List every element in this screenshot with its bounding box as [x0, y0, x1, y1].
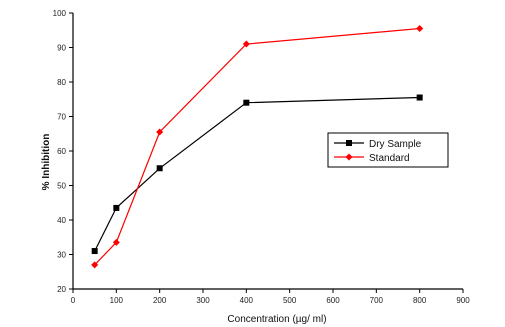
- x-tick-label: 0: [71, 296, 76, 305]
- data-point: [156, 128, 164, 136]
- y-tick-label: 80: [57, 78, 66, 87]
- data-point: [113, 204, 120, 211]
- data-point: [243, 99, 250, 106]
- legend-box: [327, 132, 449, 168]
- data-point: [112, 238, 120, 246]
- x-tick-label: 300: [196, 296, 210, 305]
- x-tick-label: 500: [283, 296, 297, 305]
- x-tick-label: 100: [110, 296, 124, 305]
- x-tick-label: 600: [326, 296, 340, 305]
- data-point: [416, 25, 424, 33]
- y-axis-title: % Inhibition: [41, 134, 52, 191]
- legend-dry-sample-label: Dry Sample: [369, 139, 422, 150]
- y-tick-label: 90: [57, 44, 66, 53]
- legend-standard-marker: [345, 153, 353, 161]
- y-tick-label: 100: [53, 9, 67, 18]
- x-tick-label: 400: [240, 296, 254, 305]
- data-point: [242, 40, 250, 48]
- data-point: [91, 248, 98, 255]
- y-tick-label: 20: [57, 285, 66, 294]
- x-tick-label: 900: [456, 296, 470, 305]
- data-point: [91, 261, 99, 269]
- x-tick-label: 700: [370, 296, 384, 305]
- data-point: [156, 165, 163, 172]
- legend-standard-label: Standard: [369, 153, 410, 164]
- y-tick-label: 70: [57, 113, 66, 122]
- y-tick-label: 30: [57, 251, 66, 260]
- x-axis-title: Concentration (µg/ ml): [227, 314, 326, 325]
- data-point: [416, 94, 423, 101]
- y-tick-label: 60: [57, 147, 66, 156]
- x-tick-label: 200: [153, 296, 167, 305]
- y-tick-label: 40: [57, 216, 66, 225]
- legend: Dry Sample Standard: [327, 132, 449, 168]
- axes: 0 100 200 300 400 500 600 700 800 900 20 30 40 50 60 70…: [53, 9, 471, 305]
- y-tick-label: 50: [57, 182, 66, 191]
- x-tick-label: 800: [413, 296, 427, 305]
- legend-dry-sample-marker: [346, 140, 352, 146]
- series-layer: [91, 25, 424, 269]
